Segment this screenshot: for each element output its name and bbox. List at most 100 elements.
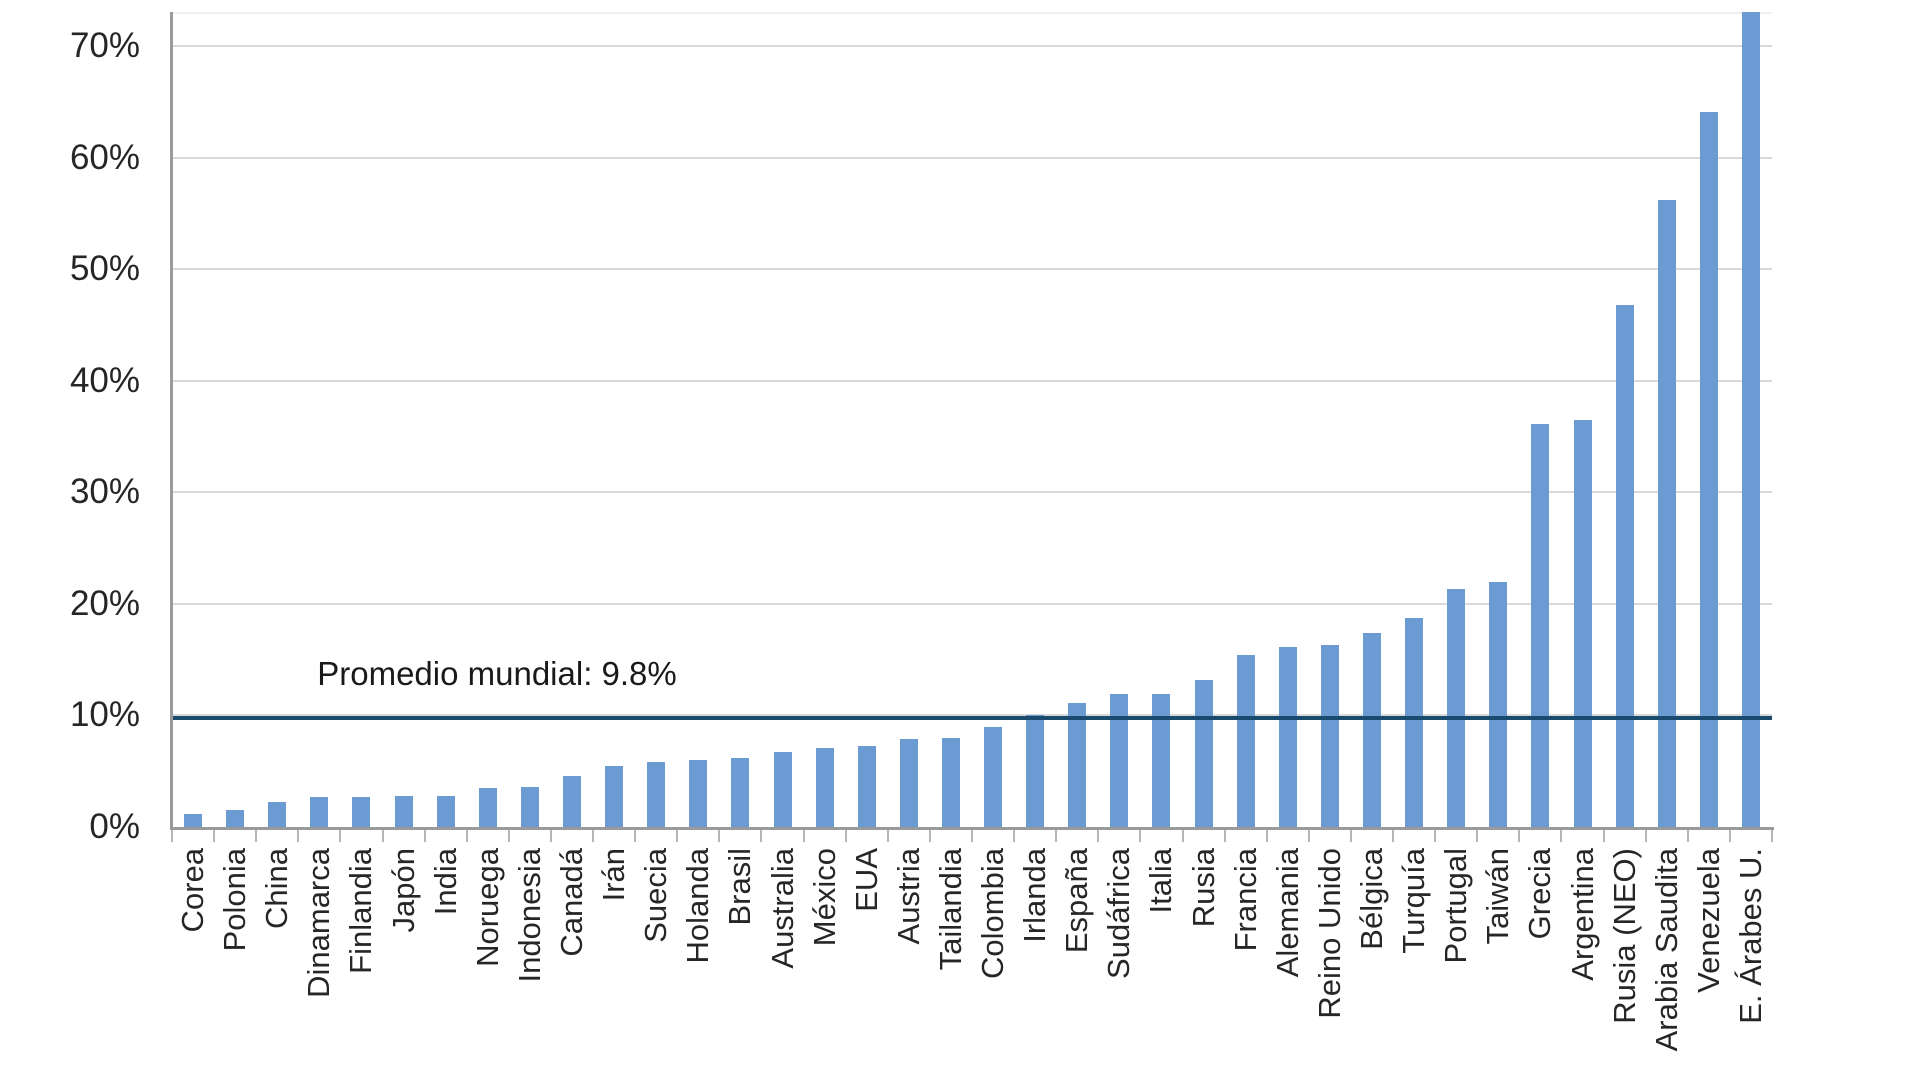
tick-mark bbox=[1097, 830, 1100, 842]
bar bbox=[773, 752, 792, 827]
tick-mark bbox=[1771, 830, 1773, 842]
x-axis-category-label: Australia bbox=[764, 848, 800, 969]
bar bbox=[478, 787, 497, 827]
tick-mark bbox=[213, 830, 216, 842]
average-line bbox=[172, 715, 1772, 720]
x-axis-category-label: Argentina bbox=[1564, 848, 1600, 981]
tick-mark bbox=[1476, 830, 1479, 842]
x-axis-category-label: Dinamarca bbox=[301, 848, 337, 998]
x-axis-category-label: Finlandia bbox=[343, 848, 379, 974]
tick-mark bbox=[760, 830, 763, 842]
x-axis-category-label: Indonesia bbox=[511, 848, 547, 983]
bar bbox=[1657, 200, 1676, 827]
y-axis-tick-label: 40% bbox=[69, 360, 140, 400]
tick-mark bbox=[1181, 830, 1184, 842]
bar bbox=[394, 795, 413, 827]
tick-mark bbox=[1139, 830, 1142, 842]
bar bbox=[310, 796, 329, 827]
tick-mark bbox=[507, 830, 510, 842]
x-axis-category-label: Austria bbox=[890, 848, 926, 945]
bar bbox=[1068, 703, 1087, 827]
y-axis-tick-label: 60% bbox=[69, 137, 140, 177]
tick-mark bbox=[971, 830, 973, 842]
y-axis-tick-label: 70% bbox=[69, 26, 140, 66]
gridline bbox=[172, 714, 1772, 717]
bar bbox=[731, 757, 750, 827]
x-axis-category-label: Italia bbox=[1143, 848, 1179, 914]
x-axis-category-label: Suecia bbox=[638, 848, 674, 943]
bar bbox=[647, 762, 666, 827]
x-axis-category-label: Turquía bbox=[1396, 848, 1432, 954]
tick-mark bbox=[381, 830, 384, 842]
bar bbox=[1489, 581, 1508, 827]
tick-mark bbox=[592, 830, 595, 842]
x-axis-category-label: Portugal bbox=[1438, 848, 1474, 964]
gridline bbox=[172, 491, 1772, 494]
average-line-label: Promedio mundial: 9.8% bbox=[317, 655, 677, 692]
bar bbox=[520, 786, 539, 827]
x-axis-category-label: España bbox=[1059, 848, 1095, 954]
bar bbox=[352, 796, 371, 827]
bar bbox=[1026, 715, 1045, 827]
y-axis-tick-label: 50% bbox=[69, 249, 140, 289]
x-axis-category-label: Grecia bbox=[1522, 848, 1558, 940]
bar bbox=[605, 765, 624, 827]
x-axis-category-label: México bbox=[806, 848, 842, 947]
x-axis-category-label: Rusia (NEO) bbox=[1606, 848, 1642, 1024]
x-axis-category-label: Bélgica bbox=[1354, 848, 1389, 950]
x-axis-category-label: Brasil bbox=[722, 848, 758, 926]
x-axis-category-label: Corea bbox=[175, 848, 211, 933]
x-axis-category-label: Francia bbox=[1227, 848, 1263, 952]
tick-mark bbox=[676, 830, 679, 842]
tick-mark bbox=[1602, 830, 1605, 842]
tick-mark bbox=[297, 830, 300, 842]
x-axis-category-label: Holanda bbox=[680, 848, 716, 964]
bar bbox=[1699, 112, 1718, 827]
tick-mark bbox=[1392, 830, 1395, 842]
gridline bbox=[172, 156, 1772, 159]
tick-mark bbox=[718, 830, 721, 842]
y-axis-tick-label: 10% bbox=[69, 695, 140, 735]
x-axis-category-label: Colombia bbox=[975, 848, 1011, 979]
tick-mark bbox=[928, 830, 931, 842]
tick-mark bbox=[1265, 830, 1268, 842]
x-axis-category-label: Taiwán bbox=[1480, 848, 1516, 945]
tick-mark bbox=[1560, 830, 1563, 842]
gridline bbox=[172, 268, 1772, 271]
x-axis-category-label: E. Árabes U. bbox=[1732, 848, 1768, 1024]
bar bbox=[1615, 305, 1634, 827]
bar bbox=[1531, 424, 1550, 827]
tick-mark bbox=[423, 830, 426, 842]
tick-mark bbox=[1434, 830, 1437, 842]
tick-mark bbox=[1644, 830, 1647, 842]
bar bbox=[689, 760, 708, 827]
bar bbox=[941, 737, 960, 827]
tick-mark bbox=[255, 830, 258, 842]
bar bbox=[984, 726, 1003, 827]
tick-mark bbox=[886, 830, 889, 842]
bar bbox=[1236, 655, 1255, 827]
bar bbox=[1194, 679, 1213, 827]
y-axis-line bbox=[170, 12, 173, 830]
x-axis-category-label: Canadá bbox=[554, 848, 589, 957]
x-axis-category-label: Irlanda bbox=[1017, 848, 1053, 943]
tick-mark bbox=[339, 830, 342, 842]
x-axis-category-label: Polonia bbox=[217, 848, 253, 952]
x-axis-category-label: Sudáfrica bbox=[1101, 848, 1137, 979]
bar bbox=[268, 802, 287, 827]
x-axis-category-label: Tailandia bbox=[932, 848, 968, 971]
tick-mark bbox=[549, 830, 552, 842]
y-axis-tick-label: 20% bbox=[69, 583, 140, 623]
bar bbox=[436, 795, 455, 827]
x-axis-category-label: Arabia Saudita bbox=[1648, 848, 1684, 1052]
x-axis-category-label: EUA bbox=[848, 848, 884, 912]
x-axis-category-label: Venezuela bbox=[1690, 848, 1726, 993]
x-axis-category-label: India bbox=[427, 848, 463, 916]
gridline bbox=[172, 379, 1772, 382]
bar bbox=[1152, 694, 1171, 827]
tick-mark bbox=[1223, 830, 1226, 842]
x-axis-category-label: Noruega bbox=[469, 848, 505, 967]
bar bbox=[815, 747, 834, 827]
x-axis-category-label: Japón bbox=[385, 848, 421, 933]
